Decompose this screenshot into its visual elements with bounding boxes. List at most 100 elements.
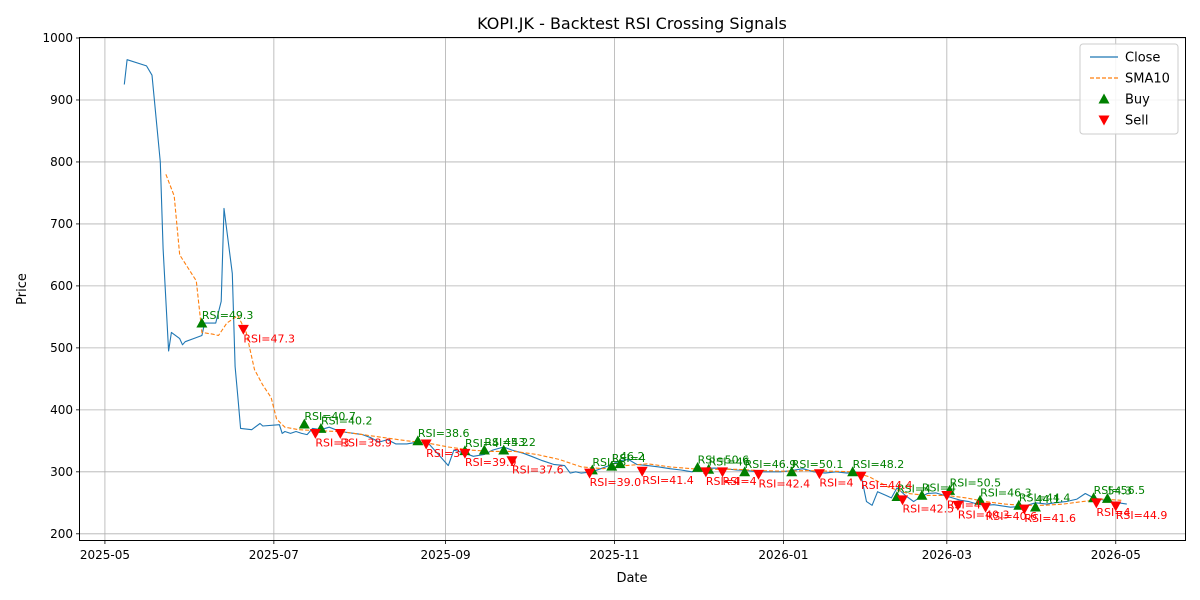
x-tick-label: 2026-03 xyxy=(922,548,972,562)
sell-signal-marker xyxy=(753,469,765,480)
sell-signal-label: RSI=41.6 xyxy=(1024,512,1076,525)
legend-box xyxy=(1079,43,1179,135)
buy-signal-label: 54.3 xyxy=(1107,484,1132,497)
sell-signal-marker xyxy=(334,429,346,439)
buy-signal-marker xyxy=(196,317,208,328)
plot-frame xyxy=(79,37,1186,541)
buy-signal-label: RSI=44.4 xyxy=(1019,491,1071,504)
sell-signal-label: RSI=44.9 xyxy=(1116,509,1168,522)
sell-signal-label: RSI=39.9 xyxy=(465,456,517,469)
x-axis-label: Date xyxy=(616,571,647,586)
close-series-line xyxy=(123,59,1127,508)
sell-signal-label: RSI=39.0 xyxy=(590,476,642,489)
buy-signal-marker xyxy=(847,466,859,477)
buy-signal-label: RSI=49.3 xyxy=(202,309,254,322)
sell-signal-label: RSI=4 xyxy=(947,498,981,511)
sell-signal-marker xyxy=(980,502,992,513)
buy-signal-label: RSI=46.3 xyxy=(980,486,1032,499)
legend-label: Buy xyxy=(1125,93,1150,108)
buy-signal-label: RSI=48.2 xyxy=(853,458,905,471)
buy-signal-marker xyxy=(739,466,751,477)
buy-signal-marker xyxy=(498,444,510,455)
buy-signal-label: 46.2 xyxy=(620,450,645,463)
buy-signal-label: RSI=4 xyxy=(465,437,499,450)
x-axis-ticks: 2025-05 2025-07 2025-09 2025-11 2026-01 2026-… xyxy=(80,540,1141,562)
y-tick-label: 500 xyxy=(50,341,73,355)
x-tick-label: 2026-01 xyxy=(758,548,808,562)
buy-signal-label: RSI=46 xyxy=(709,455,750,468)
sell-signal-marker xyxy=(700,467,712,478)
buy-signal-label: RSI=46.9 xyxy=(745,458,797,471)
x-tick-label: 2025-09 xyxy=(420,548,470,562)
legend-label: Sell xyxy=(1125,114,1148,129)
sell-signal-marker xyxy=(1090,498,1102,509)
x-tick-label: 2025-11 xyxy=(589,548,639,562)
y-axis-label: Price xyxy=(15,273,30,305)
sell-signal-label: RSI=3 xyxy=(315,436,349,449)
x-tick-label: 2026-05 xyxy=(1091,548,1141,562)
buy-signal-marker xyxy=(786,466,798,477)
y-tick-label: 300 xyxy=(50,465,73,479)
buy-signal-label: RSI=50.5 xyxy=(950,476,1002,489)
buy-signal-marker xyxy=(1029,501,1041,512)
y-tick-label: 700 xyxy=(50,217,73,231)
y-tick-label: 400 xyxy=(50,403,73,417)
y-axis-ticks: 200 300 400 500 600 700 800 900 1000 xyxy=(42,31,80,541)
x-tick-label: 2025-05 xyxy=(80,548,130,562)
sell-signal-label: RSI=3 xyxy=(426,447,460,460)
buy-signal-label: RSI=40.2 xyxy=(321,414,373,427)
buy-signal-marker xyxy=(412,435,424,446)
y-tick-label: 600 xyxy=(50,279,73,293)
sell-signal-marker xyxy=(717,467,729,478)
legend-buy-swatch xyxy=(1098,93,1110,104)
buy-signal-marker xyxy=(974,494,986,505)
buy-signal-label: RSI=4 xyxy=(897,483,931,496)
sell-signal-label: RSI=42.5 xyxy=(903,503,955,516)
sell-signal-label: RSI=4 xyxy=(1096,506,1130,519)
chart-title: KOPI.JK - Backtest RSI Crossing Signals xyxy=(477,14,787,33)
buy-signal-label: 44.1 xyxy=(1035,493,1060,506)
buy-signal-marker xyxy=(606,460,618,471)
sell-signal-label: RSI=47.3 xyxy=(243,332,295,345)
y-tick-label: 200 xyxy=(50,527,73,541)
sell-signal-marker xyxy=(459,448,471,459)
sell-signal-marker xyxy=(855,471,867,482)
sell-signal-marker xyxy=(941,490,953,501)
sell-signal-label: RSI=40.6 xyxy=(986,510,1038,523)
sell-signal-label: RSI=4 xyxy=(706,475,740,488)
grid-lines xyxy=(80,37,1185,540)
sell-signal-label: RSI=4 xyxy=(819,477,853,490)
buy-signal-label: RSI=38.6 xyxy=(418,427,470,440)
sell-signal-marker xyxy=(506,456,518,467)
sell-signal-marker xyxy=(584,468,596,479)
sell-signal-label: RSI=37.6 xyxy=(512,464,564,477)
sell-signal-label: RSI=41.4 xyxy=(642,474,694,487)
buy-signal-label: RSI=4 xyxy=(922,481,956,494)
buy-signal-label: RSI=50.1 xyxy=(792,458,844,471)
y-tick-label: 900 xyxy=(50,93,73,107)
y-tick-label: 1000 xyxy=(42,31,73,45)
sell-signal-marker xyxy=(420,439,432,450)
sell-signal-label: RSI=42.4 xyxy=(759,477,811,490)
sell-signal-label: RSI=38.9 xyxy=(340,436,392,449)
sell-signal-label: RSI=40.3 xyxy=(958,508,1010,521)
buy-signal-marker xyxy=(916,489,928,500)
legend-label: Close xyxy=(1125,51,1160,66)
sell-signal-marker xyxy=(237,324,249,335)
buy-signal-label: RSI=3 xyxy=(592,456,626,469)
sell-signal-marker xyxy=(1018,504,1030,515)
legend: Close SMA10 Buy Sell xyxy=(1079,43,1179,135)
sell-signal-marker xyxy=(1110,501,1122,512)
buy-signal-marker xyxy=(478,444,490,455)
buy-signal-label: RSI=40.7 xyxy=(304,410,356,423)
buy-signal-label: RSI=50.6 xyxy=(698,453,750,466)
buy-signal-label: RSI=4 xyxy=(612,452,646,465)
buy-signal-marker xyxy=(614,458,626,469)
buy-signal-label: 45.2 xyxy=(504,436,529,449)
signal-markers xyxy=(196,317,1122,515)
sell-signal-marker xyxy=(813,469,825,480)
legend-label: SMA10 xyxy=(1125,72,1170,87)
sell-signal-marker xyxy=(897,495,909,506)
legend-sell-swatch xyxy=(1098,115,1110,126)
